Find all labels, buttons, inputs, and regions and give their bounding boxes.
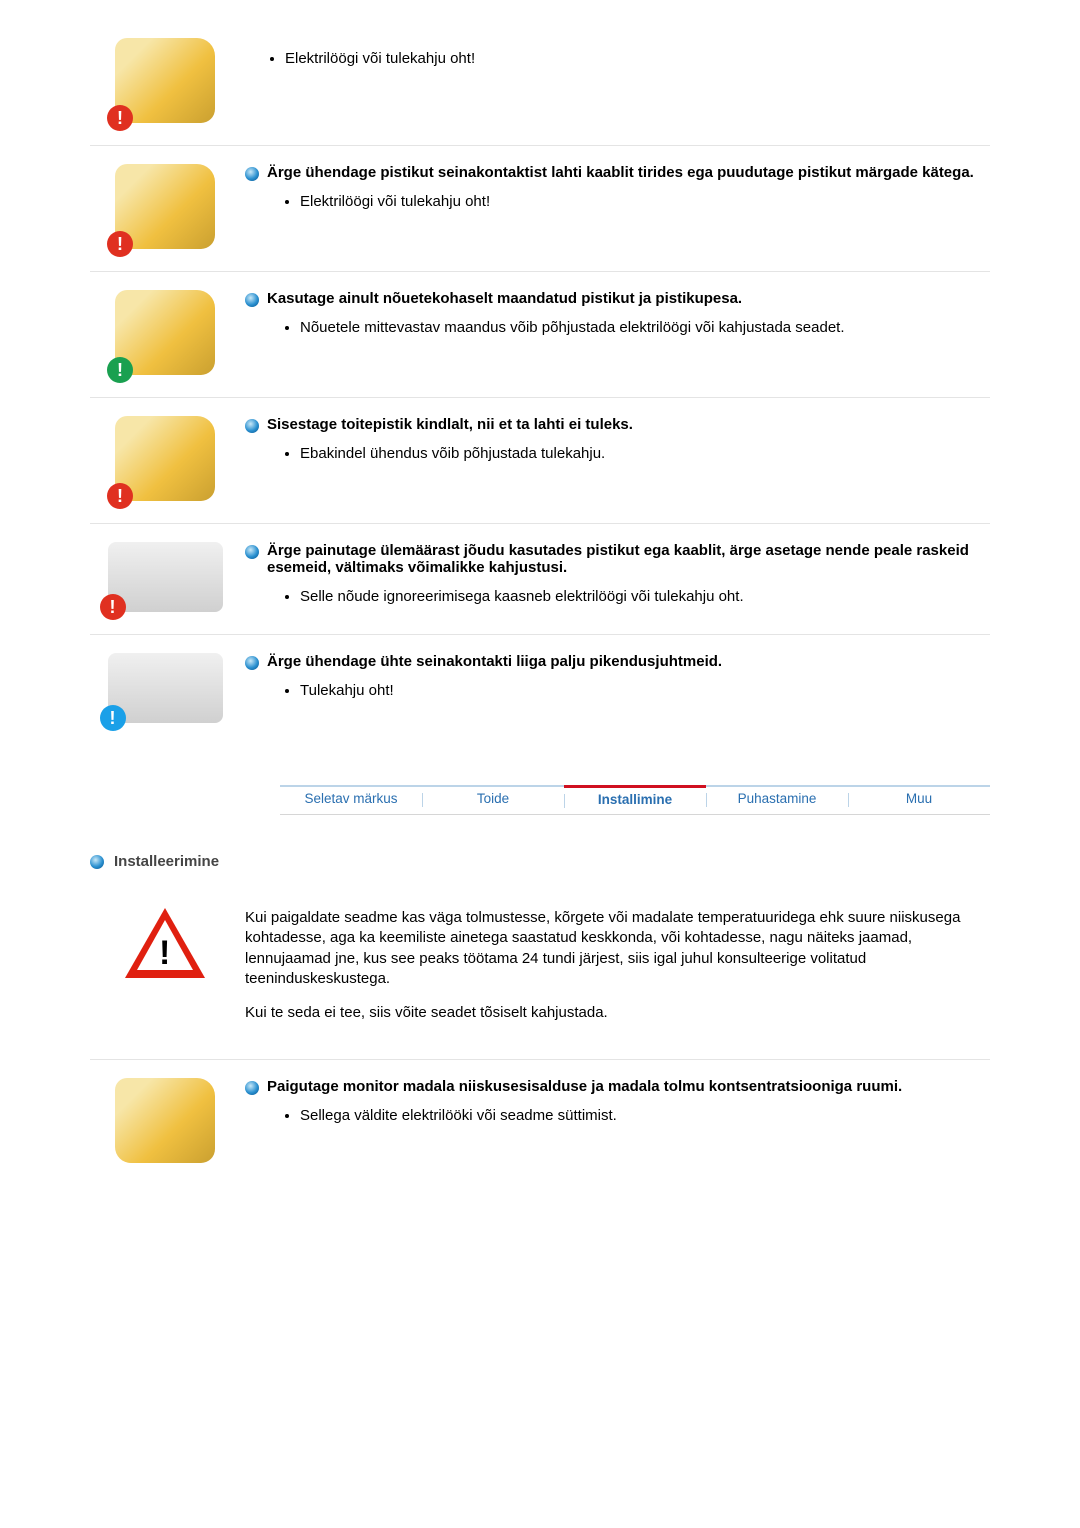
safety-points: Elektrilöögi või tulekahju oht! xyxy=(285,48,980,69)
safety-illustration: ! xyxy=(90,653,235,723)
alert-badge-icon: ! xyxy=(107,105,133,131)
safety-points: Nõuetele mittevastav maandus võib põhjus… xyxy=(300,317,980,338)
tab-seletav-märkus[interactable]: Seletav märkus xyxy=(280,785,422,814)
alert-badge-icon: ! xyxy=(100,705,126,731)
safety-point: Ebakindel ühendus võib põhjustada tuleka… xyxy=(300,443,980,464)
safety-section: ! Ärge painutage ülemäärast jõudu kasutad… xyxy=(90,524,990,635)
safety-illustration: ! xyxy=(90,290,235,375)
alert-badge-icon: ! xyxy=(107,231,133,257)
safety-section: ! Elektrilöögi või tulekahju oht! xyxy=(90,20,990,146)
safety-section: ! Ärge ühendage ühte seinakontakti liiga … xyxy=(90,635,990,745)
safety-point: Sellega väldite elektrilööki või seadme … xyxy=(300,1105,980,1126)
section-tabs: Seletav märkusToideInstalliminePuhastami… xyxy=(90,745,990,845)
warning-paragraph: Kui te seda ei tee, siis võite seadet tõ… xyxy=(245,1003,980,1023)
safety-points: Tulekahju oht! xyxy=(300,680,980,701)
safety-title: Ärge painutage ülemäärast jõudu kasutade… xyxy=(267,542,980,576)
safety-points: Selle nõude ignoreerimisega kaasneb elek… xyxy=(300,586,980,607)
safety-illustration: ! xyxy=(90,542,235,612)
safety-section: Paigutage monitor madala niiskusesisaldu… xyxy=(90,1060,990,1185)
safety-title: Paigutage monitor madala niiskusesisaldu… xyxy=(267,1078,902,1095)
tab-puhastamine[interactable]: Puhastamine xyxy=(706,785,848,814)
safety-illustration: ! xyxy=(90,416,235,501)
safety-title: Sisestage toitepistik kindlalt, nii et t… xyxy=(267,416,633,433)
safety-point: Nõuetele mittevastav maandus võib põhjus… xyxy=(300,317,980,338)
tab-installimine[interactable]: Installimine xyxy=(564,785,706,814)
bullet-icon xyxy=(245,419,259,433)
safety-title: Kasutage ainult nõuetekohaselt maandatud… xyxy=(267,290,742,307)
safety-points: Ebakindel ühendus võib põhjustada tuleka… xyxy=(300,443,980,464)
alert-badge-icon: ! xyxy=(100,594,126,620)
safety-illustration: ! xyxy=(90,38,235,123)
safety-title: Ärge ühendage pistikut seinakontaktist l… xyxy=(267,164,974,181)
tab-toide[interactable]: Toide xyxy=(422,785,564,814)
bullet-icon xyxy=(245,545,259,559)
bullet-icon xyxy=(245,656,259,670)
safety-points: Elektrilöögi või tulekahju oht! xyxy=(300,191,980,212)
safety-point: Selle nõude ignoreerimisega kaasneb elek… xyxy=(300,586,980,607)
safety-title: Ärge ühendage ühte seinakontakti liiga p… xyxy=(267,653,722,670)
alert-badge-icon: ! xyxy=(107,483,133,509)
bullet-icon xyxy=(90,855,104,869)
warning-paragraph: Kui paigaldate seadme kas väga tolmustes… xyxy=(245,908,980,989)
safety-points: Sellega väldite elektrilööki või seadme … xyxy=(300,1105,980,1126)
bullet-icon xyxy=(245,167,259,181)
bullet-icon xyxy=(245,293,259,307)
tab-muu[interactable]: Muu xyxy=(848,785,990,814)
section-title: Installeerimine xyxy=(114,853,219,870)
safety-section: ! Sisestage toitepistik kindlalt, nii et … xyxy=(90,398,990,524)
safety-illustration: ! xyxy=(90,164,235,249)
alert-badge-icon: ! xyxy=(107,357,133,383)
safety-section: ! Kasutage ainult nõuetekohaselt maandatu… xyxy=(90,272,990,398)
safety-point: Elektrilöögi või tulekahju oht! xyxy=(300,191,980,212)
safety-point: Tulekahju oht! xyxy=(300,680,980,701)
warning-triangle-icon: ! xyxy=(125,908,205,978)
safety-section: ! Ärge ühendage pistikut seinakontaktist … xyxy=(90,146,990,272)
bullet-icon xyxy=(245,1081,259,1095)
safety-point: Elektrilöögi või tulekahju oht! xyxy=(285,48,980,69)
install-warning-text: Kui paigaldate seadme kas väga tolmustes… xyxy=(235,908,990,1037)
install-heading-row: Installeerimine xyxy=(90,845,990,890)
safety-illustration xyxy=(90,1078,235,1163)
warning-illustration: ! xyxy=(90,908,235,978)
